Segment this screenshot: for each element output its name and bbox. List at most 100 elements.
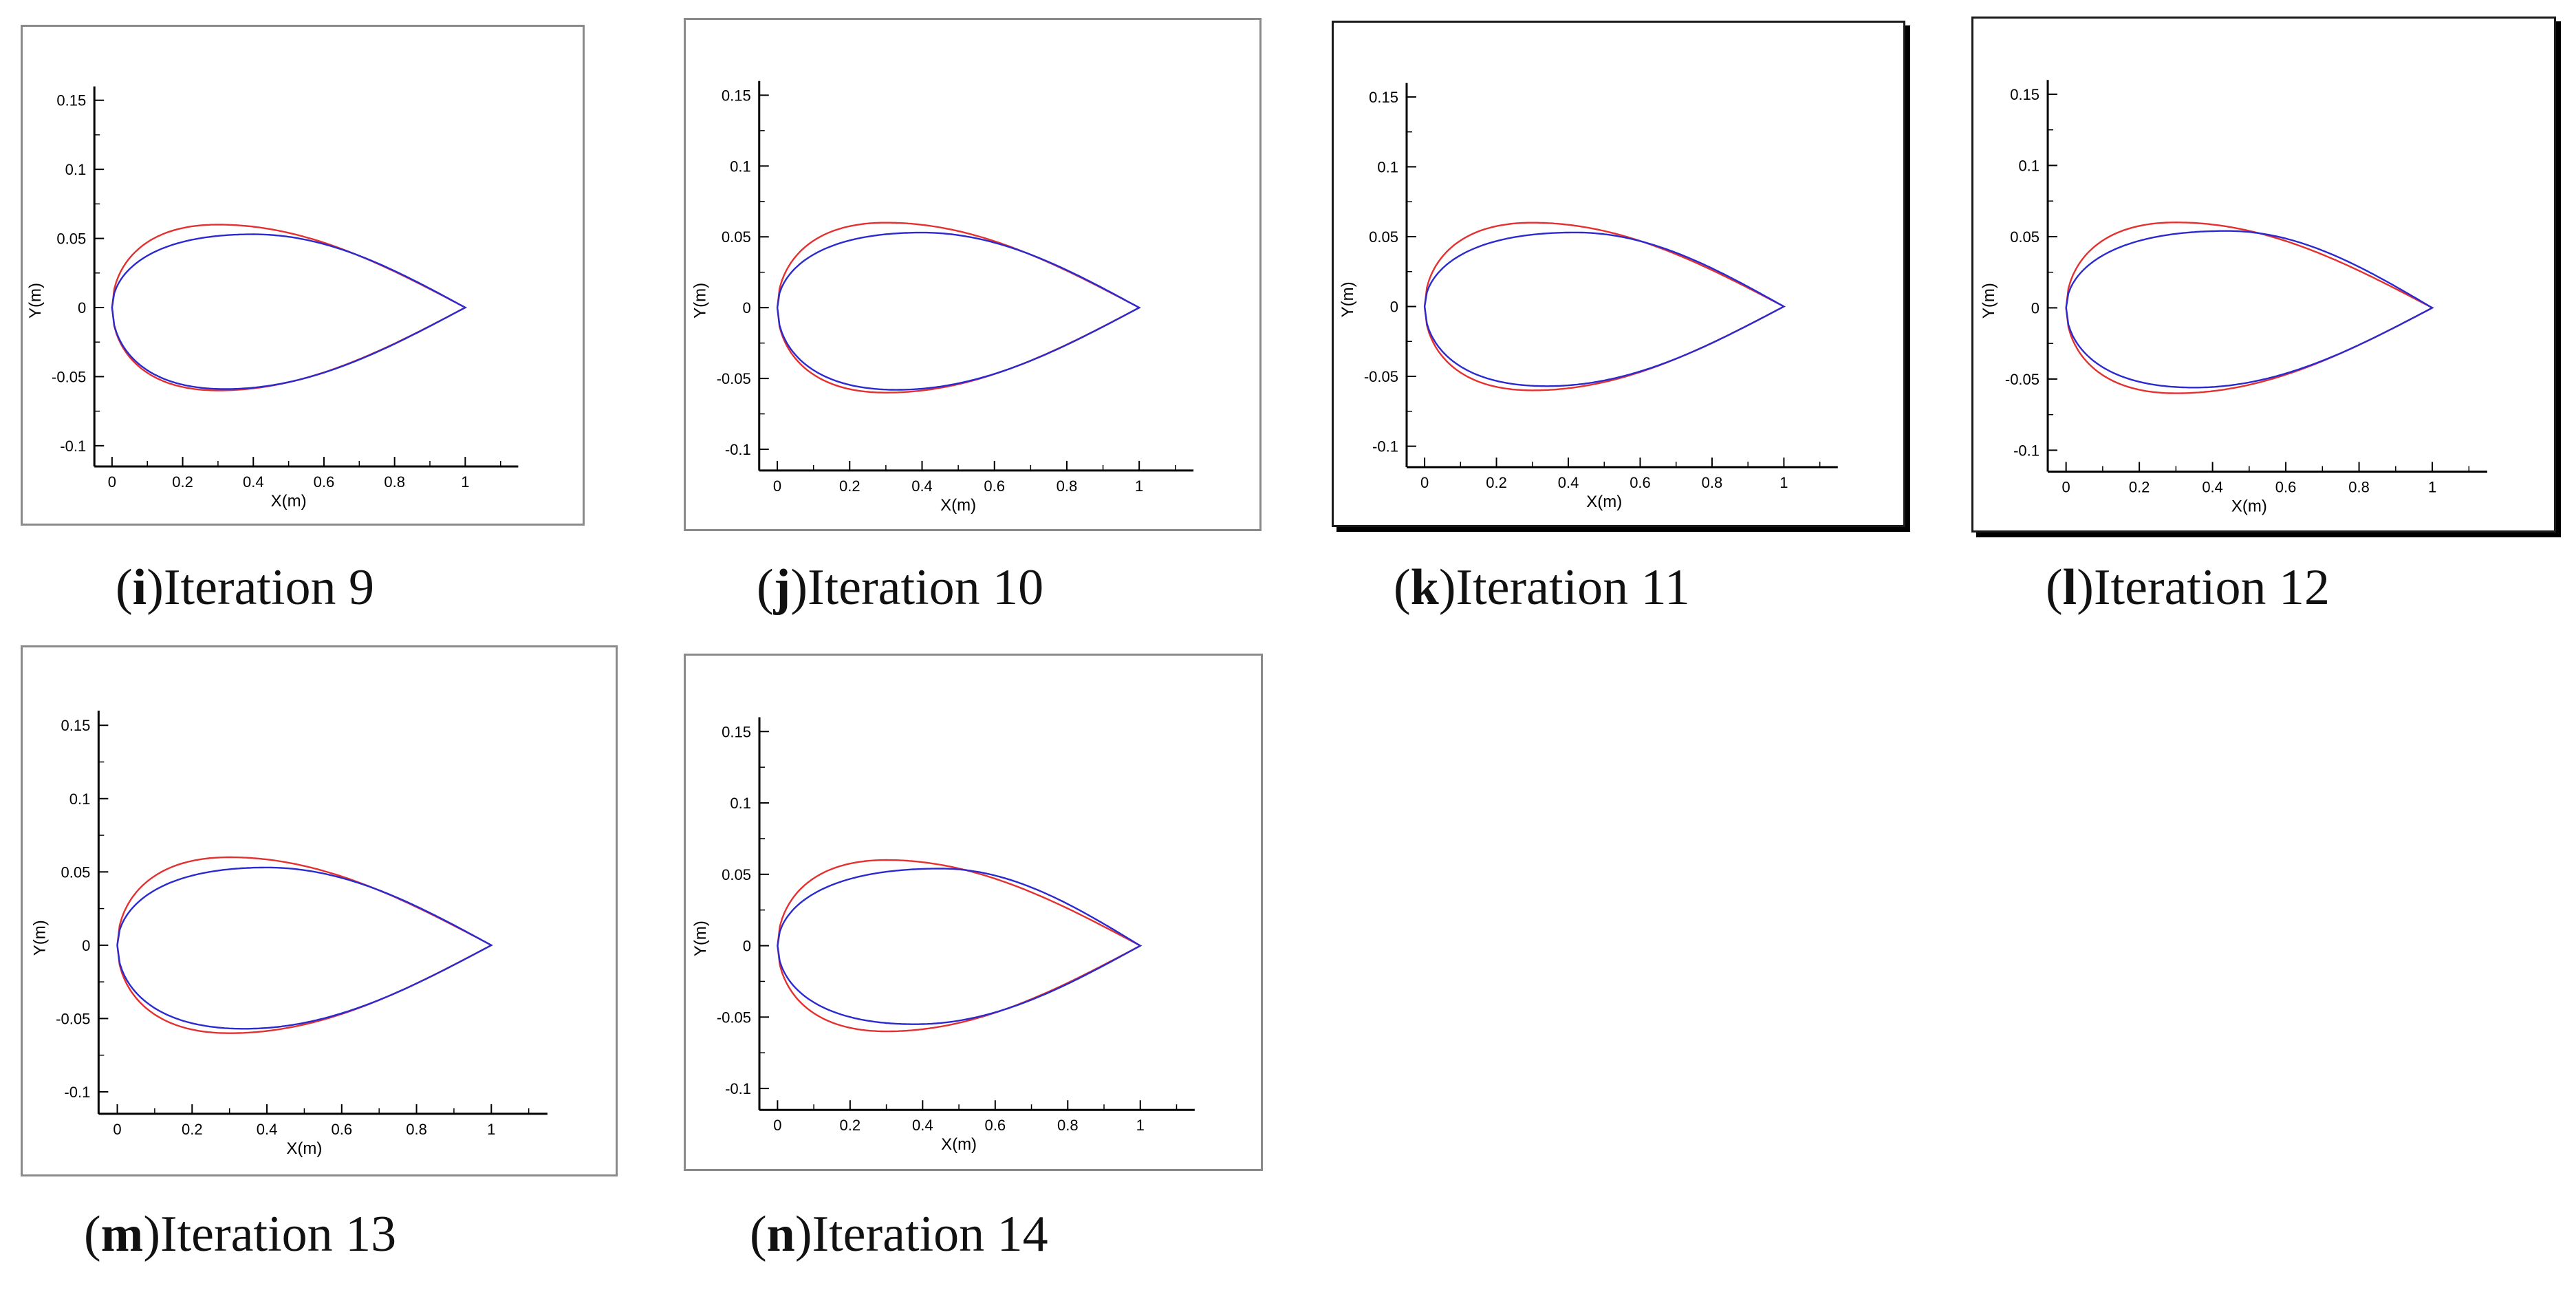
- x-tick-label: 0.8: [406, 1121, 427, 1138]
- y-tick-label: 0.05: [56, 230, 86, 248]
- y-tick-label: 0.05: [1369, 228, 1398, 246]
- y-tick-label: -0.1: [2013, 442, 2039, 459]
- x-tick-label: 0: [773, 477, 781, 495]
- chart-svg: 0 0.2 0.4 0.6 0.8 1 0.15 0.1 0.05 0 -0.05 -0.1 X(m) Y…: [30, 710, 548, 1158]
- y-tick-label: 0.15: [1369, 89, 1398, 106]
- x-axis-label: X(m): [286, 1139, 322, 1158]
- y-tick-label: 0.15: [56, 92, 86, 109]
- caption-text: Iteration 9: [163, 559, 375, 616]
- x-tick-label: 0.4: [2202, 478, 2223, 495]
- y-tick-label: -0.1: [725, 441, 751, 458]
- y-tick-label: 0: [2031, 299, 2039, 316]
- x-tick-label: 0.6: [984, 477, 1005, 495]
- x-axis-label: X(m): [941, 1135, 977, 1154]
- x-tick-label: 0.2: [172, 473, 193, 491]
- y-tick-label: 0.1: [730, 795, 751, 812]
- chart-svg: 0 0.2 0.4 0.6 0.8 1 0.15 0.1 0.05 0 -0.05 -0.1 X(m) Y…: [1980, 80, 2487, 515]
- x-tick-label: 0.4: [243, 473, 264, 491]
- y-tick-label: 0.1: [1377, 158, 1398, 175]
- y-tick-label: 0.1: [69, 791, 91, 808]
- panel-letter: i: [132, 559, 147, 616]
- y-tick-label: 0.1: [2018, 157, 2039, 174]
- x-tick-label: 0.2: [840, 1117, 861, 1134]
- y-tick-label: 0.05: [722, 228, 751, 246]
- x-tick-label: 0.2: [839, 477, 861, 495]
- caption-m: (m)Iteration 13: [84, 1206, 397, 1262]
- caption-text: Iteration 13: [160, 1206, 397, 1262]
- x-tick-label: 1: [1135, 477, 1143, 495]
- y-tick-label: 0.15: [722, 723, 751, 740]
- y-tick-label: 0: [1390, 299, 1398, 316]
- caption-text: Iteration 11: [1455, 559, 1690, 616]
- x-tick-label: 0.8: [1057, 1117, 1079, 1134]
- y-tick-label: 0.05: [61, 863, 91, 881]
- caption-text: Iteration 10: [807, 559, 1044, 616]
- series-target-curve: [111, 224, 467, 391]
- y-tick-label: 0.15: [2010, 86, 2039, 103]
- panel-letter: k: [1410, 559, 1439, 616]
- series-target-curve: [776, 222, 1141, 394]
- chart-svg: 0 0.2 0.4 0.6 0.8 1 0.15 0.1 0.05 0 -0.05 -0.1 X(m) Y…: [26, 86, 519, 510]
- chart-panel-k: 0 0.2 0.4 0.6 0.8 1 0.15 0.1 0.05 0 -0.05 -0.1 X(m) Y…: [1332, 21, 1905, 527]
- x-tick-label: 0: [1420, 474, 1429, 491]
- x-tick-label: 1: [487, 1121, 495, 1138]
- x-tick-label: 0.4: [1558, 474, 1579, 491]
- x-tick-label: 1: [1779, 474, 1788, 491]
- x-tick-label: 0.6: [314, 473, 335, 491]
- y-tick-label: -0.1: [1372, 438, 1398, 455]
- x-tick-label: 1: [461, 473, 469, 491]
- y-tick-label: 0: [78, 299, 86, 316]
- chart-panel-m: 0 0.2 0.4 0.6 0.8 1 0.15 0.1 0.05 0 -0.05 -0.1 X(m) Y…: [21, 645, 618, 1176]
- caption-text: Iteration 12: [2093, 559, 2330, 616]
- caption-j: (j)Iteration 10: [757, 559, 1044, 616]
- y-tick-label: 0: [743, 299, 751, 316]
- x-tick-label: 0.8: [384, 473, 405, 491]
- panel-letter: j: [773, 559, 791, 616]
- y-axis-label: Y(m): [1980, 283, 1998, 319]
- series-current-curve: [111, 233, 467, 390]
- x-axis-label: X(m): [2231, 497, 2267, 515]
- y-axis-label: Y(m): [30, 920, 49, 956]
- y-tick-label: -0.05: [717, 1009, 751, 1026]
- series-current-curve: [116, 866, 493, 1030]
- chart-panel-i: 0 0.2 0.4 0.6 0.8 1 0.15 0.1 0.05 0 -0.05 -0.1 X(m) Y…: [21, 25, 585, 526]
- x-tick-label: 0.6: [1630, 474, 1651, 491]
- y-axis-label: Y(m): [691, 921, 710, 956]
- series-current-curve: [777, 868, 1143, 1025]
- series-target-curve: [116, 856, 493, 1034]
- y-tick-label: -0.05: [717, 370, 751, 387]
- y-axis-label: Y(m): [691, 283, 710, 319]
- panel-letter: m: [100, 1206, 144, 1262]
- y-tick-label: -0.1: [64, 1084, 90, 1101]
- y-tick-label: 0.1: [730, 158, 751, 175]
- series-current-curve: [776, 231, 1141, 391]
- x-tick-label: 0.4: [912, 1117, 933, 1134]
- x-tick-label: 0.6: [2275, 478, 2297, 495]
- panel-letter: l: [2062, 559, 2077, 616]
- caption-n: (n)Iteration 14: [750, 1206, 1048, 1262]
- series-target-curve: [2065, 221, 2434, 394]
- chart-panel-l: 0 0.2 0.4 0.6 0.8 1 0.15 0.1 0.05 0 -0.05 -0.1 X(m) Y…: [1971, 17, 2556, 533]
- x-axis-label: X(m): [940, 496, 976, 515]
- x-tick-label: 1: [1136, 1117, 1145, 1134]
- caption-text: Iteration 14: [812, 1206, 1048, 1262]
- x-axis-label: X(m): [271, 492, 307, 510]
- x-tick-label: 0.4: [257, 1121, 278, 1138]
- x-tick-label: 0: [773, 1117, 781, 1134]
- chart-svg: 0 0.2 0.4 0.6 0.8 1 0.15 0.1 0.05 0 -0.05 -0.1 X(m) Y…: [691, 80, 1194, 515]
- series-target-curve: [1423, 222, 1786, 391]
- x-axis-label: X(m): [1586, 493, 1622, 511]
- x-tick-label: 0.8: [2348, 478, 2370, 495]
- y-tick-label: -0.05: [2005, 371, 2039, 388]
- y-tick-label: 0: [82, 937, 90, 954]
- y-tick-label: -0.05: [52, 368, 86, 385]
- x-tick-label: 1: [2428, 478, 2436, 495]
- series-current-curve: [2065, 230, 2434, 389]
- y-tick-label: 0.15: [61, 717, 91, 734]
- series-current-curve: [1423, 231, 1786, 387]
- caption-l: (l)Iteration 12: [2046, 559, 2330, 616]
- y-tick-label: 0: [743, 938, 751, 955]
- x-tick-label: 0.8: [1702, 474, 1723, 491]
- y-tick-label: -0.1: [725, 1080, 751, 1097]
- y-tick-label: -0.1: [60, 438, 86, 455]
